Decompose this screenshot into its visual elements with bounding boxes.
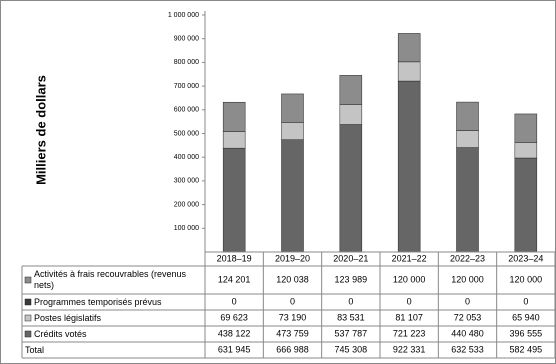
legend-label: Programmes temporisés prévus <box>34 296 162 307</box>
legend-label: Total <box>25 344 45 355</box>
bar-segment <box>397 80 421 253</box>
data-label: 72 053 <box>454 312 482 322</box>
bar-segment <box>339 104 363 125</box>
bar-segment <box>514 113 538 143</box>
data-label: 120 000 <box>510 274 543 284</box>
data-label: 81 107 <box>395 312 423 322</box>
bar-segment <box>456 130 479 148</box>
bar-segment <box>339 75 363 105</box>
data-label: 0 <box>523 296 528 306</box>
data-label: 0 <box>407 296 412 306</box>
total-label: 632 533 <box>451 344 484 354</box>
bar-segment <box>514 142 538 159</box>
row-label-box: Postes législatifs <box>34 312 102 323</box>
data-label: 73 190 <box>279 312 307 322</box>
bar-segment <box>281 93 304 123</box>
total-label: 745 308 <box>335 344 368 354</box>
legend-marker <box>24 330 32 338</box>
row-label-box: Crédits votés <box>34 328 87 339</box>
x-tick-label: 2019–20 <box>275 253 310 263</box>
data-label: 0 <box>290 296 295 306</box>
legend-marker <box>24 314 32 322</box>
total-label: 666 988 <box>276 344 309 354</box>
legend-label: Activités à frais recouvrables (revenus … <box>34 269 187 290</box>
y-tick-label: 700 000 <box>174 83 199 90</box>
data-label: 537 787 <box>335 328 368 338</box>
row-label-box: Activités à frais recouvrables (revenus … <box>34 269 187 290</box>
bar-segment <box>397 33 421 63</box>
x-tick-label: 2021–22 <box>392 253 427 263</box>
data-label: 473 759 <box>276 328 309 338</box>
y-tick-label: 900 000 <box>174 36 199 43</box>
legend-marker <box>24 276 32 284</box>
legend-label: Postes législatifs <box>34 312 102 323</box>
data-label: 721 223 <box>393 328 426 338</box>
bar-segment <box>222 101 246 132</box>
y-tick-label: 500 000 <box>174 130 199 137</box>
total-label: 631 945 <box>218 344 251 354</box>
bar-segment <box>339 124 363 253</box>
data-label: 438 122 <box>218 328 251 338</box>
data-label: 0 <box>232 296 237 306</box>
bar-segment <box>397 61 421 82</box>
bar-segment <box>281 139 304 253</box>
row-label-box: Total <box>25 344 45 355</box>
y-tick-label: 400 000 <box>174 154 199 161</box>
bar-segment <box>514 157 538 253</box>
bar-segment <box>456 101 479 131</box>
data-label: 83 531 <box>337 312 365 322</box>
row-label-box: Programmes temporisés prévus <box>34 296 162 307</box>
data-label: 120 038 <box>276 274 309 284</box>
x-tick-label: 2022–23 <box>450 253 485 263</box>
bar-segment <box>281 122 304 140</box>
x-tick-label: 2018–19 <box>217 253 252 263</box>
bar-segment <box>222 147 246 253</box>
data-label: 124 201 <box>218 274 251 284</box>
bar-segment <box>222 131 246 149</box>
data-label: 396 555 <box>510 328 543 338</box>
bar-segment <box>456 147 479 253</box>
data-label: 440 480 <box>451 328 484 338</box>
data-label: 123 989 <box>335 274 368 284</box>
data-label: 65 940 <box>512 312 540 322</box>
data-label: 120 000 <box>451 274 484 284</box>
data-label: 0 <box>348 296 353 306</box>
y-tick-label: 100 000 <box>174 225 199 232</box>
total-label: 922 331 <box>393 344 426 354</box>
data-label: 120 000 <box>393 274 426 284</box>
y-tick-label: 1 000 000 <box>168 12 199 19</box>
y-tick-label: 800 000 <box>174 59 199 66</box>
x-tick-label: 2020–21 <box>333 253 368 263</box>
data-label: 69 623 <box>220 312 248 322</box>
data-label: 0 <box>465 296 470 306</box>
legend-marker <box>24 298 32 306</box>
y-tick-label: 300 000 <box>174 178 199 185</box>
total-label: 582 495 <box>510 344 543 354</box>
y-tick-label: 200 000 <box>174 201 199 208</box>
x-tick-label: 2023–24 <box>508 253 543 263</box>
y-axis-label: Milliers de dollars <box>33 75 48 185</box>
y-tick-label: 600 000 <box>174 107 199 114</box>
legend-label: Crédits votés <box>34 328 87 339</box>
